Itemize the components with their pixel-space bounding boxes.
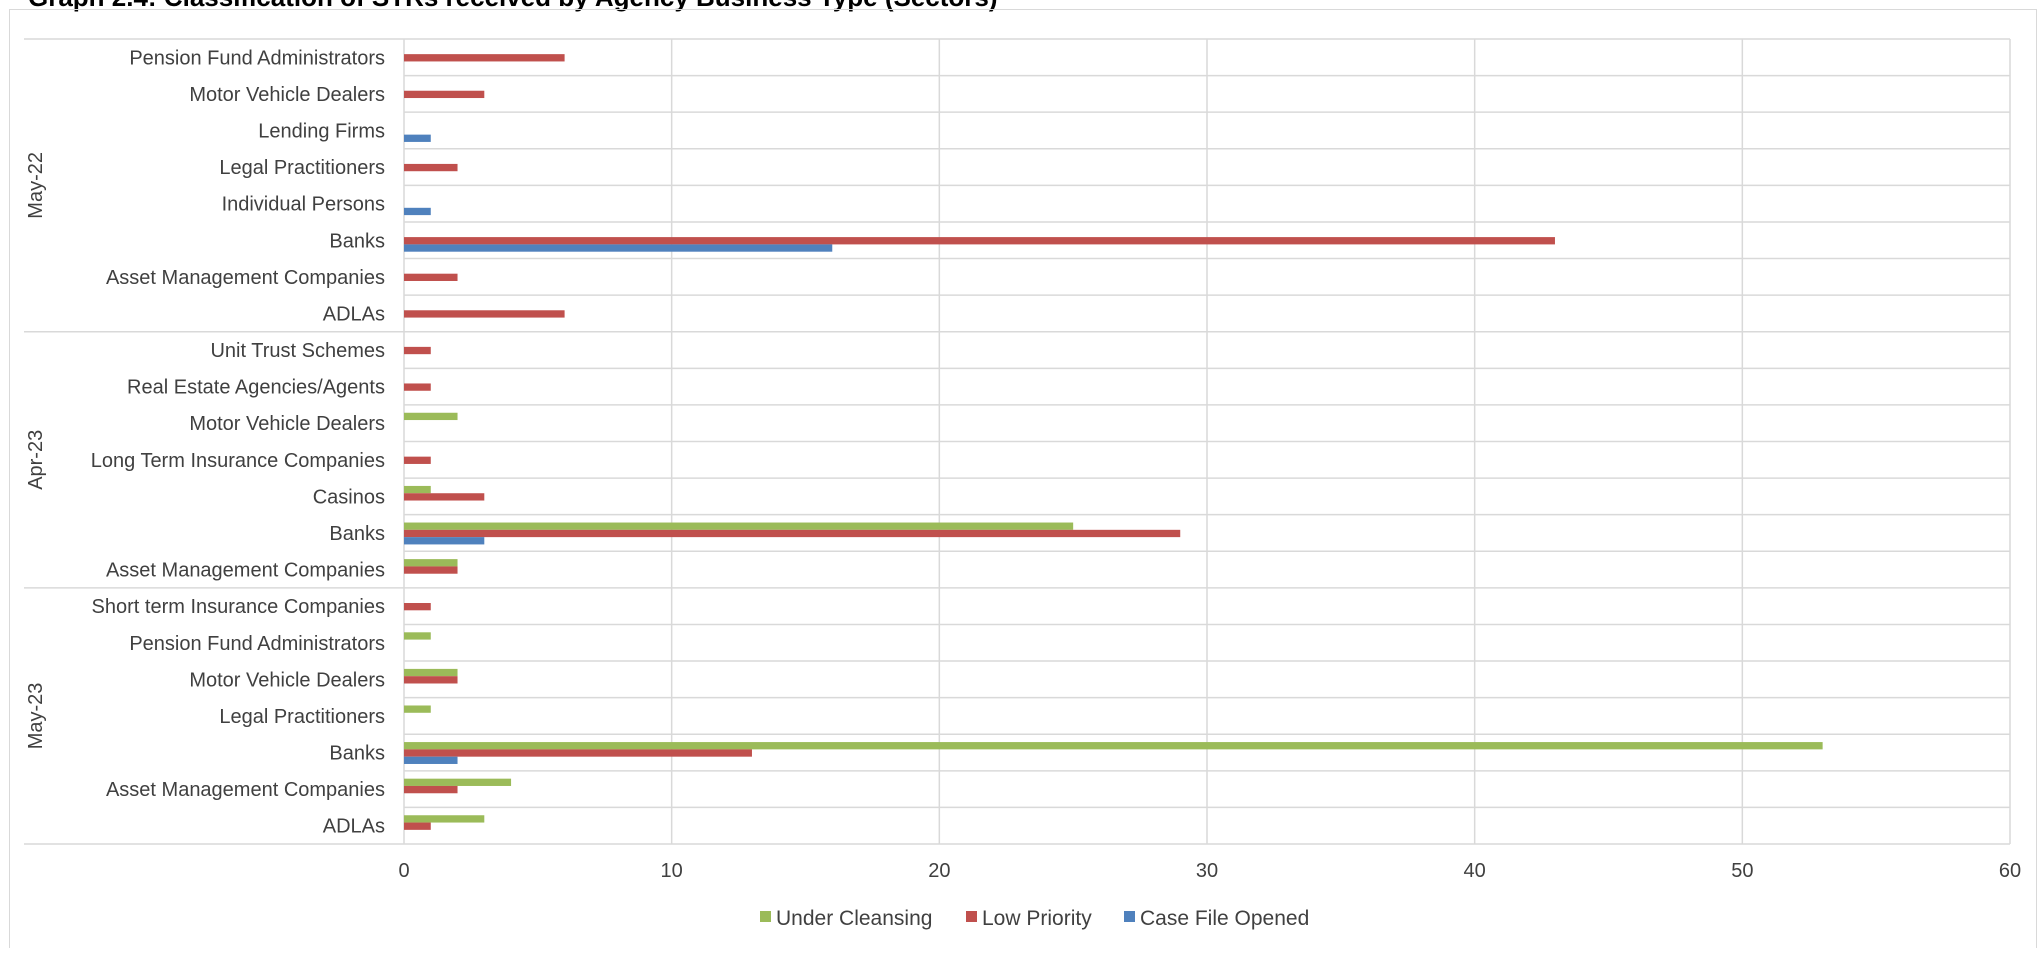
bar-low-priority <box>404 456 431 464</box>
category-label: Banks <box>329 743 385 765</box>
category-label: ADLAs <box>323 816 385 838</box>
x-tick-label: 30 <box>1196 860 1218 882</box>
bar-low-priority <box>404 822 431 830</box>
x-tick-label: 50 <box>1731 860 1753 882</box>
legend-label: Low Priority <box>982 907 1092 930</box>
bar-under-cleansing <box>404 412 458 421</box>
category-label: Unit Trust Schemes <box>210 340 385 362</box>
category-label: Individual Persons <box>222 194 385 216</box>
legend-swatch <box>760 911 771 922</box>
category-label: Legal Practitioners <box>219 706 385 728</box>
category-label: Pension Fund Administrators <box>129 47 385 69</box>
category-label: Asset Management Companies <box>106 560 385 582</box>
category-label: Motor Vehicle Dealers <box>189 669 385 691</box>
category-label: Real Estate Agencies/Agents <box>127 377 385 399</box>
bar-under-cleansing <box>404 668 458 677</box>
category-label: Banks <box>329 230 385 252</box>
bar-low-priority <box>404 273 458 281</box>
bar-under-cleansing <box>404 632 431 640</box>
category-label: Banks <box>329 523 385 545</box>
bar-under-cleansing <box>404 485 431 494</box>
category-label: Asset Management Companies <box>106 779 385 801</box>
x-tick-label: 40 <box>1464 860 1486 882</box>
bar-case-file-opened <box>404 244 833 252</box>
bar-low-priority <box>404 603 431 611</box>
bar-under-cleansing <box>404 559 458 567</box>
chart-frame <box>9 9 2037 953</box>
bar-low-priority <box>404 676 458 684</box>
category-label: Motor Vehicle Dealers <box>189 413 385 435</box>
bar-under-cleansing <box>404 778 512 786</box>
group-label: May-23 <box>25 683 47 750</box>
category-label: Lending Firms <box>258 120 385 142</box>
bar-low-priority <box>404 163 458 172</box>
bar-low-priority <box>404 237 1555 245</box>
group-label: May-22 <box>25 152 47 219</box>
bar-under-cleansing <box>404 742 1823 750</box>
category-label: Short term Insurance Companies <box>92 596 385 618</box>
category-label: ADLAs <box>323 303 385 325</box>
bar-low-priority <box>404 749 752 757</box>
x-tick-label: 0 <box>398 860 409 882</box>
bar-case-file-opened <box>404 537 485 545</box>
bars <box>404 54 1823 830</box>
category-label: Pension Fund Administrators <box>129 633 385 655</box>
category-label: Motor Vehicle Dealers <box>189 84 385 106</box>
bar-low-priority <box>404 566 458 574</box>
bar-low-priority <box>404 785 458 794</box>
legend-swatch <box>966 911 977 922</box>
x-axis-ticks: 0 10 20 30 40 50 60 <box>398 860 2021 882</box>
bar-low-priority <box>404 90 485 99</box>
bar-under-cleansing <box>404 815 485 823</box>
bar-low-priority <box>404 383 431 391</box>
category-label: Legal Practitioners <box>219 157 385 179</box>
bar-case-file-opened <box>404 756 458 764</box>
category-labels: Pension Fund Administrators Motor Vehicle… <box>25 47 385 837</box>
bar-under-cleansing <box>404 522 1074 530</box>
bar-low-priority <box>404 310 565 318</box>
group-label: Apr-23 <box>25 430 47 490</box>
category-label: Casinos <box>313 486 385 508</box>
bar-under-cleansing <box>404 705 431 713</box>
category-label: Asset Management Companies <box>106 267 385 289</box>
bar-low-priority <box>404 346 431 355</box>
x-tick-label: 10 <box>661 860 683 882</box>
gridlines <box>24 38 2011 845</box>
x-tick-label: 20 <box>928 860 950 882</box>
chart-title: Graph 2.4: Classification of STRs receiv… <box>28 0 998 12</box>
legend: Under Cleansing Low Priority Case File Ope… <box>760 907 1309 930</box>
bar-low-priority <box>404 493 485 501</box>
bar-case-file-opened <box>404 134 431 142</box>
bar-low-priority <box>404 529 1181 538</box>
x-tick-label: 60 <box>1999 860 2021 882</box>
category-label: Long Term Insurance Companies <box>91 450 385 472</box>
bar-low-priority <box>404 54 565 62</box>
legend-label: Case File Opened <box>1140 907 1309 930</box>
legend-swatch <box>1124 911 1135 922</box>
legend-label: Under Cleansing <box>776 907 932 930</box>
bar-case-file-opened <box>404 207 431 216</box>
